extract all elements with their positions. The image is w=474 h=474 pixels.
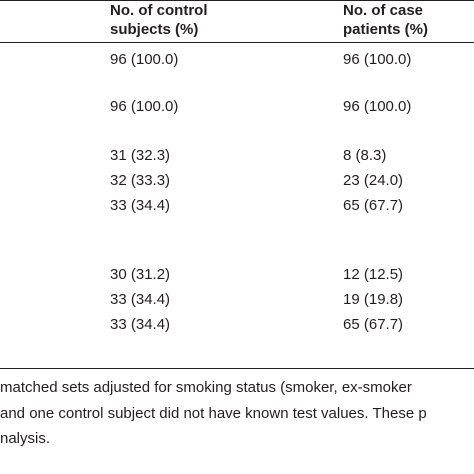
table-cell: 31 (32.3) [110,147,171,164]
table-cell: 96 (100.0) [343,98,412,115]
bottom-rule [0,368,474,369]
footnote: and one control subject did not have kno… [0,404,427,422]
table-cell: 96 (100.0) [110,51,179,68]
table-cell: 33 (34.4) [110,291,171,308]
table-cell: 65 (67.7) [343,197,404,214]
top-rule [0,0,474,1]
table-cell: 33 (34.4) [110,197,171,214]
column-header: No. of case patients (%) [343,2,429,38]
table-cell: 8 (8.3) [343,147,387,164]
table-cell: 23 (24.0) [343,172,404,189]
table-cell: 12 (12.5) [343,266,404,283]
table-cell: 65 (67.7) [343,316,404,333]
footnote: nalysis. [0,430,51,447]
header-rule [0,42,474,43]
table-cell: 30 (31.2) [110,266,171,283]
table-cell: 96 (100.0) [110,98,179,115]
table-cell: 33 (34.4) [110,316,171,333]
table-cell: 19 (19.8) [343,291,404,308]
table-cell: 96 (100.0) [343,51,412,68]
table-cell: 32 (33.3) [110,172,171,189]
footnote: matched sets adjusted for smoking status… [0,379,412,396]
column-header: No. of control subjects (%) [110,2,208,38]
